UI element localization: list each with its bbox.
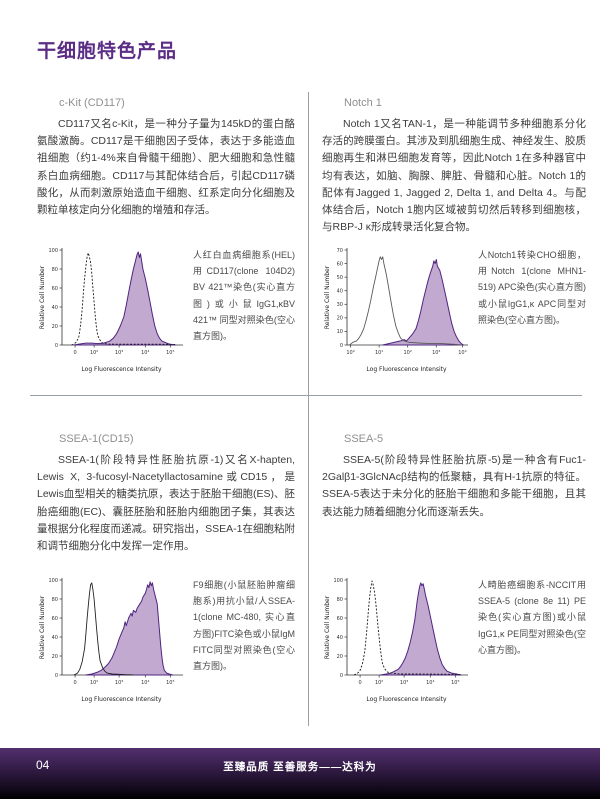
svg-text:20: 20 xyxy=(52,324,58,330)
svg-text:10³: 10³ xyxy=(115,350,123,356)
svg-text:80: 80 xyxy=(52,597,58,603)
svg-text:Relative Cell Number: Relative Cell Number xyxy=(39,595,46,659)
svg-text:Log Fluorescence Intensity: Log Fluorescence Intensity xyxy=(81,366,162,373)
svg-text:0: 0 xyxy=(340,343,343,349)
svg-text:10⁵: 10⁵ xyxy=(451,680,459,686)
page-number: 04 xyxy=(36,758,50,772)
svg-text:10⁰: 10⁰ xyxy=(346,350,354,356)
section-ssea5: SSEA-5 SSEA-5(阶段特异性胚胎抗原-5)是一种含有Fuc1-2Gal… xyxy=(322,433,586,733)
svg-text:20: 20 xyxy=(337,654,343,660)
figure-caption: 人Notch1转染CHO细胞，用Notch 1(clone MHN1-519) … xyxy=(478,250,586,325)
svg-text:10²: 10² xyxy=(90,680,98,686)
svg-text:Relative Cell Number: Relative Cell Number xyxy=(39,265,46,329)
svg-text:10⁴: 10⁴ xyxy=(141,680,149,686)
figure-notch1: 0 10 20 30 40 50 60 70 10⁰ 10¹ 10² 10³ 10⁴ Log Fluore… xyxy=(322,243,586,373)
svg-text:20: 20 xyxy=(52,654,58,660)
svg-text:Log Fluorescence Intensity: Log Fluorescence Intensity xyxy=(81,696,162,703)
svg-text:60: 60 xyxy=(337,261,343,267)
svg-text:80: 80 xyxy=(52,267,58,273)
svg-text:20: 20 xyxy=(337,316,343,322)
svg-text:100: 100 xyxy=(333,578,343,584)
svg-text:10⁵: 10⁵ xyxy=(166,350,174,356)
section-body: Notch 1又名TAN-1，是一种能调节多种细胞系分化存活的跨膜蛋白。其涉及到… xyxy=(322,118,586,234)
section-cd117: c-Kit (CD117) CD117又名c-Kit，是一种分子量为145kD的… xyxy=(37,97,295,397)
horizontal-divider xyxy=(30,395,582,396)
svg-text:10²: 10² xyxy=(90,350,98,356)
svg-text:100: 100 xyxy=(48,248,58,254)
flow-histogram-ssea5: 0 20 40 60 80 100 0 10² 10³ 10⁴ 10⁵ Log Fluorescenc… xyxy=(324,578,468,703)
svg-text:10³: 10³ xyxy=(400,680,408,686)
svg-text:10⁴: 10⁴ xyxy=(458,350,466,356)
section-title: Notch 1 xyxy=(344,97,382,109)
svg-text:0: 0 xyxy=(73,680,76,686)
section-body: CD117又名c-Kit，是一种分子量为145kD的蛋白酪氨酸激酶。CD117是… xyxy=(37,118,295,217)
figure-caption: 人畸胎癌细胞系-NCCIT用SSEA-5 (clone 8e 11) PE染色(… xyxy=(478,580,586,655)
figure-caption: F9细胞(小鼠胚胎肿瘤细胞系)用抗小鼠/人SSEA-1(clone MC-480… xyxy=(193,580,295,671)
svg-text:60: 60 xyxy=(52,616,58,622)
vertical-divider xyxy=(308,92,309,726)
svg-text:70: 70 xyxy=(337,248,343,254)
svg-text:50: 50 xyxy=(337,275,343,281)
figure-ssea1: 0 20 40 60 80 100 0 10² 10³ 10⁴ 10⁵ Log Fluorescenc… xyxy=(37,573,295,703)
svg-text:0: 0 xyxy=(340,673,343,679)
section-body: SSEA-5(阶段特异性胚胎抗原-5)是一种含有Fuc1-2Galβ1-3Glc… xyxy=(322,454,586,518)
svg-text:Log Fluorescence Intensity: Log Fluorescence Intensity xyxy=(366,696,447,703)
svg-text:0: 0 xyxy=(73,350,76,356)
svg-text:Log Fluorescence Intensity: Log Fluorescence Intensity xyxy=(366,366,447,373)
flow-histogram-ssea1: 0 20 40 60 80 100 0 10² 10³ 10⁴ 10⁵ Log Fluorescenc… xyxy=(39,578,183,703)
svg-text:10²: 10² xyxy=(404,350,412,356)
svg-text:30: 30 xyxy=(337,302,343,308)
svg-text:Relative Cell Number: Relative Cell Number xyxy=(324,265,331,329)
svg-text:80: 80 xyxy=(337,597,343,603)
svg-text:40: 40 xyxy=(52,305,58,311)
page-footer: 04 至臻品质 至善服务——达科为 xyxy=(0,748,600,799)
page-title: 干细胞特色产品 xyxy=(37,41,178,62)
svg-text:40: 40 xyxy=(52,635,58,641)
section-body: SSEA-1(阶段特异性胚胎抗原-1)又名X-hapten, Lewis X, … xyxy=(37,454,295,553)
svg-text:0: 0 xyxy=(55,343,58,349)
svg-text:0: 0 xyxy=(55,673,58,679)
svg-text:10⁴: 10⁴ xyxy=(426,680,434,686)
section-title: SSEA-5 xyxy=(344,433,384,445)
figure-ssea5: 0 20 40 60 80 100 0 10² 10³ 10⁴ 10⁵ Log Fluorescenc… xyxy=(322,573,586,703)
svg-text:10³: 10³ xyxy=(432,350,440,356)
svg-text:10¹: 10¹ xyxy=(375,350,383,356)
svg-text:10: 10 xyxy=(337,329,343,335)
footer-slogan: 至臻品质 至善服务——达科为 xyxy=(223,761,377,773)
svg-text:10³: 10³ xyxy=(115,680,123,686)
svg-text:10²: 10² xyxy=(375,680,383,686)
svg-text:40: 40 xyxy=(337,635,343,641)
section-ssea1: SSEA-1(CD15) SSEA-1(阶段特异性胚胎抗原-1)又名X-hapt… xyxy=(37,433,295,733)
svg-text:10⁴: 10⁴ xyxy=(141,350,149,356)
svg-text:10⁵: 10⁵ xyxy=(166,680,174,686)
flow-histogram-notch1: 0 10 20 30 40 50 60 70 10⁰ 10¹ 10² 10³ 10⁴ Log Fluore… xyxy=(324,248,468,373)
section-title: SSEA-1(CD15) xyxy=(59,433,134,445)
svg-text:100: 100 xyxy=(48,578,58,584)
figure-caption: 人红白血病细胞系(HEL)用CD117(clone 104D2) BV 421™… xyxy=(193,250,295,341)
svg-text:60: 60 xyxy=(337,616,343,622)
figure-cd117: 0 20 40 60 80 100 0 10² 10³ 10⁴ 10⁵ Log Fluorescenc… xyxy=(37,243,295,373)
section-notch1: Notch 1 Notch 1又名TAN-1，是一种能调节多种细胞系分化存活的跨… xyxy=(322,97,586,397)
svg-text:60: 60 xyxy=(52,286,58,292)
section-title: c-Kit (CD117) xyxy=(59,97,125,109)
svg-text:40: 40 xyxy=(337,289,343,295)
svg-text:0: 0 xyxy=(358,680,361,686)
svg-text:Relative Cell Number: Relative Cell Number xyxy=(324,595,331,659)
flow-histogram-cd117: 0 20 40 60 80 100 0 10² 10³ 10⁴ 10⁵ Log Fluorescenc… xyxy=(39,248,183,373)
